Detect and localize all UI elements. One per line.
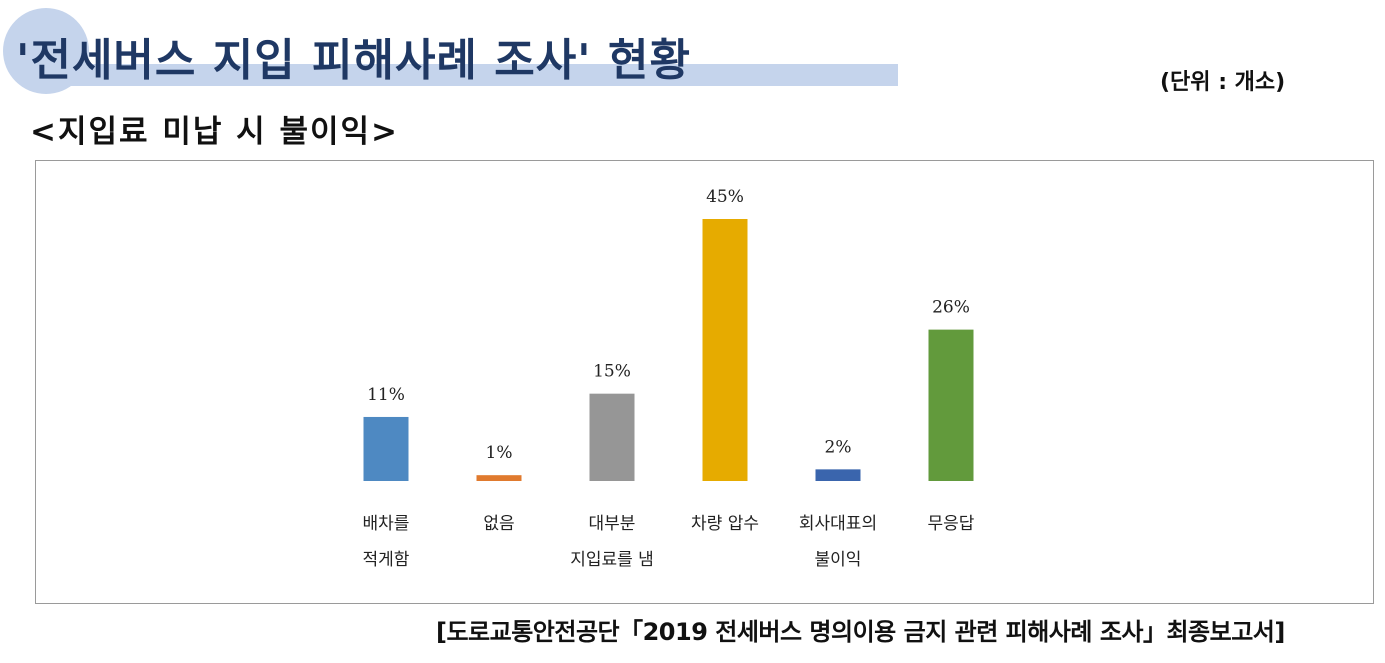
category-label-1-line-2: 적게함: [363, 550, 410, 570]
category-label-5-line-2: 불이익: [815, 550, 862, 570]
bar-2: [476, 475, 522, 481]
bar-5: [815, 469, 861, 481]
data-label-2: 1%: [486, 443, 513, 463]
data-label-4: 45%: [706, 187, 744, 207]
category-label-3-line-1: 대부분: [589, 514, 636, 534]
data-label-6: 26%: [932, 298, 970, 318]
category-label-5-line-1: 회사대표의: [799, 514, 877, 534]
bar-1: [363, 416, 409, 481]
data-label-1: 11%: [367, 385, 405, 405]
title-highlight-band: [60, 64, 898, 86]
source-citation: [도로교통안전공단「2019 전세버스 명의이용 금지 관련 피해사례 조사」최…: [436, 618, 1285, 646]
unit-label: (단위 : 개소): [1160, 70, 1286, 95]
bar-4: [702, 219, 748, 481]
category-label-1-line-1: 배차를: [363, 514, 410, 534]
category-label-6-line-1: 무응답: [928, 514, 975, 534]
data-label-5: 2%: [825, 437, 852, 457]
title-banner: '전세버스 지입 피해사례 조사' 현황: [0, 0, 900, 110]
category-label-3-line-2: 지입료를 냄: [570, 550, 654, 570]
category-label-2-line-1: 없음: [483, 514, 514, 534]
bar-6: [928, 329, 974, 481]
data-label-3: 15%: [593, 362, 631, 382]
chart-subtitle: <지입료 미납 시 불이익>: [30, 114, 400, 150]
category-label-4-line-1: 차량 압수: [691, 514, 759, 534]
page-title: '전세버스 지입 피해사례 조사' 현황: [16, 35, 691, 86]
bar-3: [589, 393, 635, 481]
